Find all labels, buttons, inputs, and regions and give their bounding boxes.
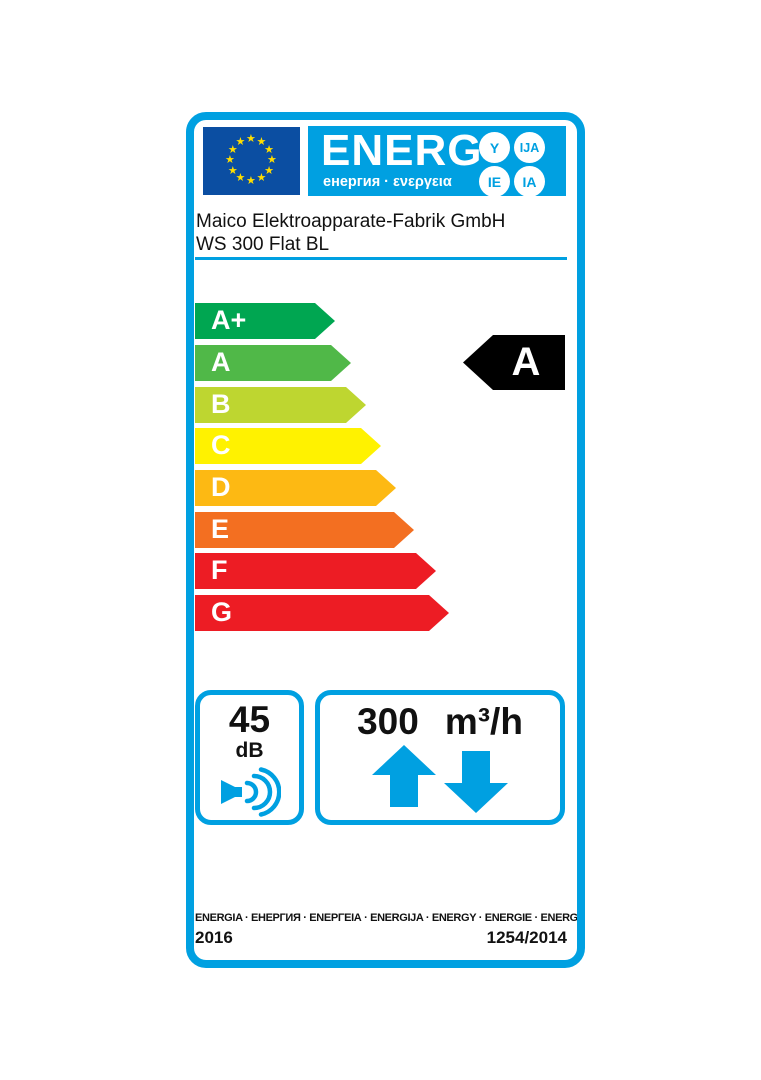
class-arrow: G	[195, 595, 449, 631]
footer-row: 2016 1254/2014	[195, 928, 567, 948]
regulation-number: 1254/2014	[486, 928, 567, 947]
class-arrow: E	[195, 512, 414, 548]
rating-letter: A	[511, 340, 541, 384]
class-arrow: B	[195, 387, 366, 423]
airflow-unit: m³/h	[444, 701, 523, 742]
airflow-box: 300 m³/h	[315, 690, 565, 825]
flag-star: ★	[235, 172, 246, 185]
flag-star: ★	[227, 143, 238, 156]
label-content: ★ ★ ★ ★ ★ ★ ★ ★ ★ ★ ★ ★ ENERG енергия · ενεργεια Y …	[194, 120, 577, 960]
arrow-down-icon	[444, 751, 508, 813]
class-arrow-label: A+	[211, 305, 247, 335]
class-arrow: A+	[195, 303, 335, 339]
model-name: WS 300 Flat BL	[196, 234, 330, 255]
flag-star: ★	[227, 164, 238, 177]
supplier-block: Maico Elektroapparate-Fabrik GmbH WS 300…	[196, 210, 505, 256]
flag-star: ★	[235, 135, 246, 148]
flag-star: ★	[246, 133, 256, 145]
airflow-heading: 300 m³/h	[320, 701, 560, 743]
energ-banner: ENERG енергия · ενεργεια Y IJA IE IA	[308, 126, 566, 197]
flag-star: ★	[225, 154, 235, 166]
class-arrow-label: D	[211, 472, 231, 502]
suffix-circle-ie: IE	[479, 166, 510, 197]
noise-value: 45	[228, 699, 271, 740]
flag-star: ★	[246, 175, 256, 187]
energy-languages: ENERGIA · ЕНЕРГИЯ · ΕΝΕΡΓΕΙΑ · ENERGIJA …	[195, 912, 581, 924]
arrow-up-icon	[372, 745, 436, 807]
class-arrow-label: E	[211, 514, 230, 544]
class-arrow: C	[195, 428, 381, 464]
class-arrow-label: G	[211, 597, 233, 627]
suffix-circle-y: Y	[479, 132, 510, 163]
suffix-circle-ia: IA	[514, 166, 545, 197]
rating-arrow: A	[463, 335, 565, 390]
flag-star: ★	[264, 143, 275, 156]
class-arrow: A	[195, 345, 351, 381]
divider-rule	[195, 257, 567, 260]
suffix-circle-ija: IJA	[514, 132, 545, 163]
class-arrow-label: F	[211, 555, 228, 585]
noise-box: 45 dB	[195, 690, 304, 825]
supplier-name: Maico Elektroapparate-Fabrik GmbH	[196, 211, 506, 232]
flag-star: ★	[264, 164, 275, 177]
flag-star: ★	[256, 172, 267, 185]
class-arrow-label: A	[211, 347, 231, 377]
energ-word: ENERG	[321, 126, 483, 175]
airflow-arrows	[320, 745, 560, 813]
class-arrow: F	[195, 553, 436, 589]
efficiency-scale: A+ A B C D E F G A	[194, 120, 577, 640]
class-arrow-label: C	[211, 430, 231, 460]
flag-star: ★	[267, 154, 277, 166]
speaker-icon	[220, 767, 281, 817]
eu-flag-icon: ★ ★ ★ ★ ★ ★ ★ ★ ★ ★ ★ ★	[203, 127, 300, 195]
airflow-value: 300	[357, 701, 419, 742]
class-arrow: D	[195, 470, 396, 506]
energ-subtitle: енергия · ενεργεια	[323, 174, 452, 190]
flag-star: ★	[256, 135, 267, 148]
class-arrow-label: B	[211, 389, 231, 419]
label-year: 2016	[195, 928, 233, 947]
energy-label: ★ ★ ★ ★ ★ ★ ★ ★ ★ ★ ★ ★ ENERG енергия · ενεργεια Y …	[186, 112, 585, 968]
noise-unit: dB	[235, 739, 264, 762]
